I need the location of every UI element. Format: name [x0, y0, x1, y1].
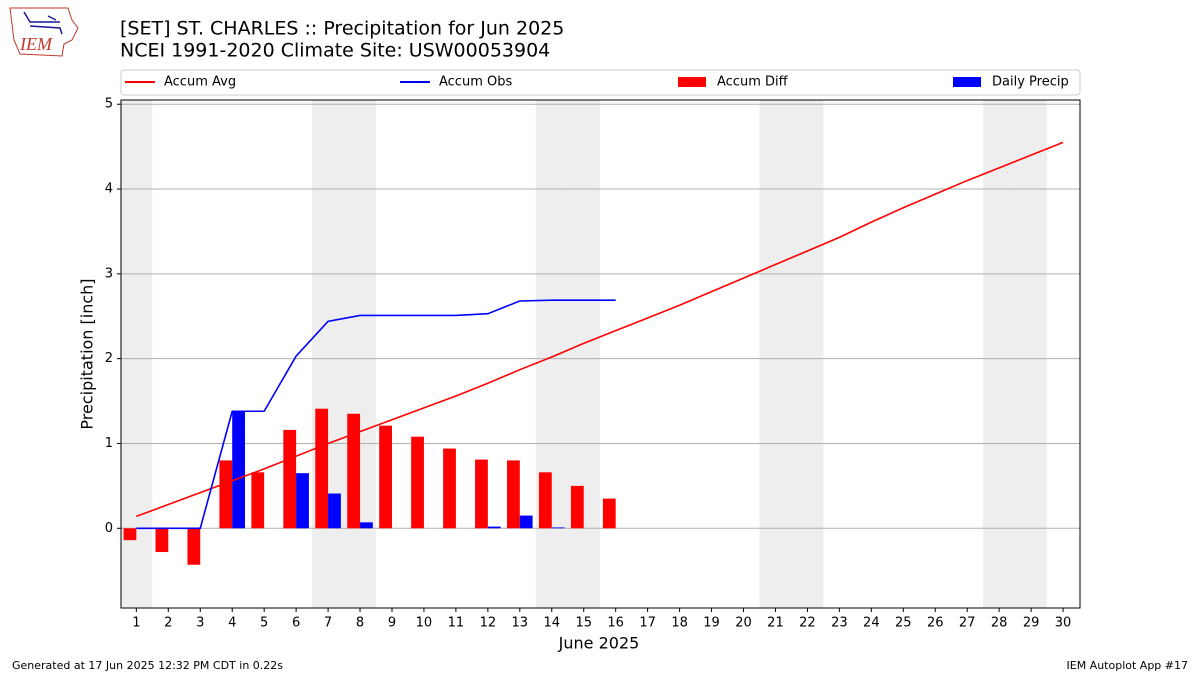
- bar: [232, 411, 245, 529]
- bar: [328, 493, 341, 529]
- x-tick-label: 12: [480, 616, 497, 631]
- legend-label: Accum Obs: [439, 75, 512, 90]
- x-tick-label: 24: [863, 616, 880, 631]
- weekend-shade: [567, 100, 600, 608]
- bar: [379, 425, 392, 529]
- plot-frame: [120, 99, 1081, 609]
- legend-label: Daily Precip: [992, 75, 1069, 90]
- bar: [296, 473, 309, 529]
- weekend-shade: [312, 100, 345, 608]
- logo-icon: [23, 11, 63, 35]
- legend-swatch: [953, 77, 981, 87]
- bar: [347, 413, 361, 529]
- line: [136, 141, 1064, 518]
- x-tick-label: 14: [543, 616, 560, 631]
- y-tick-label: 4: [105, 182, 113, 197]
- bar: [551, 527, 565, 529]
- x-tick-label: 15: [575, 616, 592, 631]
- x-tick-label: 7: [324, 616, 332, 631]
- bar: [219, 460, 233, 529]
- x-tick-label: 6: [292, 616, 300, 631]
- x-tick-label: 1: [132, 616, 140, 631]
- line: [136, 299, 616, 530]
- x-tick-label: 30: [1055, 616, 1072, 631]
- x-tick-label: 19: [703, 616, 720, 631]
- bar: [315, 408, 329, 529]
- bar: [360, 522, 373, 529]
- bar: [538, 472, 552, 529]
- x-tick-label: 28: [991, 616, 1008, 631]
- x-tick-label: 16: [607, 616, 624, 631]
- x-tick-label: 11: [448, 616, 465, 631]
- plot-area: [120, 100, 1080, 608]
- x-tick-label: 27: [959, 616, 976, 631]
- x-tick-label: 4: [228, 616, 236, 631]
- bar: [283, 429, 297, 529]
- bar: [251, 472, 265, 529]
- bar: [443, 448, 456, 529]
- bar: [475, 459, 488, 529]
- x-axis-label: June 2025: [558, 634, 640, 653]
- logo: IEM: [9, 7, 79, 57]
- footer-left: Generated at 17 Jun 2025 12:32 PM CDT in…: [12, 659, 283, 672]
- bar: [123, 528, 137, 541]
- x-tick-label: 18: [671, 616, 688, 631]
- bar: [155, 528, 169, 553]
- x-tick-label: 5: [260, 616, 268, 631]
- weekend-shade: [791, 100, 824, 608]
- x-tick-label: 17: [639, 616, 656, 631]
- legend-label: Accum Diff: [717, 75, 789, 90]
- x-tick-label: 10: [416, 616, 433, 631]
- y-tick-label: 3: [105, 266, 113, 281]
- bar: [187, 528, 201, 565]
- footer-right: IEM Autoplot App #17: [1067, 659, 1189, 672]
- weekend-shade: [759, 100, 792, 608]
- weekend-shade: [344, 100, 377, 608]
- x-tick-label: 26: [927, 616, 944, 631]
- chart-subtitle: NCEI 1991-2020 Climate Site: USW00053904: [120, 40, 550, 62]
- bar: [507, 460, 520, 529]
- x-tick-label: 29: [1023, 616, 1040, 631]
- x-tick-label: 8: [356, 616, 364, 631]
- x-tick-label: 3: [196, 616, 204, 631]
- weekend-shade: [535, 100, 568, 608]
- x-tick-label: 25: [895, 616, 912, 631]
- x-tick-label: 9: [388, 616, 396, 631]
- y-tick-label: 0: [105, 521, 113, 536]
- bar: [570, 485, 584, 529]
- legend-swatch: [678, 77, 706, 87]
- legend-label: Accum Avg: [164, 75, 236, 90]
- weekend-shade: [983, 100, 1016, 608]
- x-tick-label: 20: [735, 616, 752, 631]
- weekend-shade: [1015, 100, 1048, 608]
- bar: [519, 515, 533, 529]
- y-tick-label: 2: [105, 351, 113, 366]
- chart-title: [SET] ST. CHARLES :: Precipitation for J…: [120, 18, 564, 40]
- x-tick-label: 13: [512, 616, 529, 631]
- legend-box: [120, 69, 1081, 96]
- logo-outline: [9, 7, 79, 57]
- x-tick-label: 22: [799, 616, 816, 631]
- logo-text: IEM: [19, 34, 53, 54]
- y-tick-label: 5: [105, 97, 113, 112]
- bar: [487, 526, 501, 529]
- weekend-shade: [120, 100, 153, 608]
- y-tick-label: 1: [105, 436, 113, 451]
- x-tick-label: 21: [767, 616, 784, 631]
- bar: [602, 498, 616, 529]
- bar: [411, 436, 424, 529]
- y-axis-label: Precipitation [inch]: [78, 278, 97, 429]
- x-tick-label: 23: [831, 616, 848, 631]
- x-tick-label: 2: [164, 616, 172, 631]
